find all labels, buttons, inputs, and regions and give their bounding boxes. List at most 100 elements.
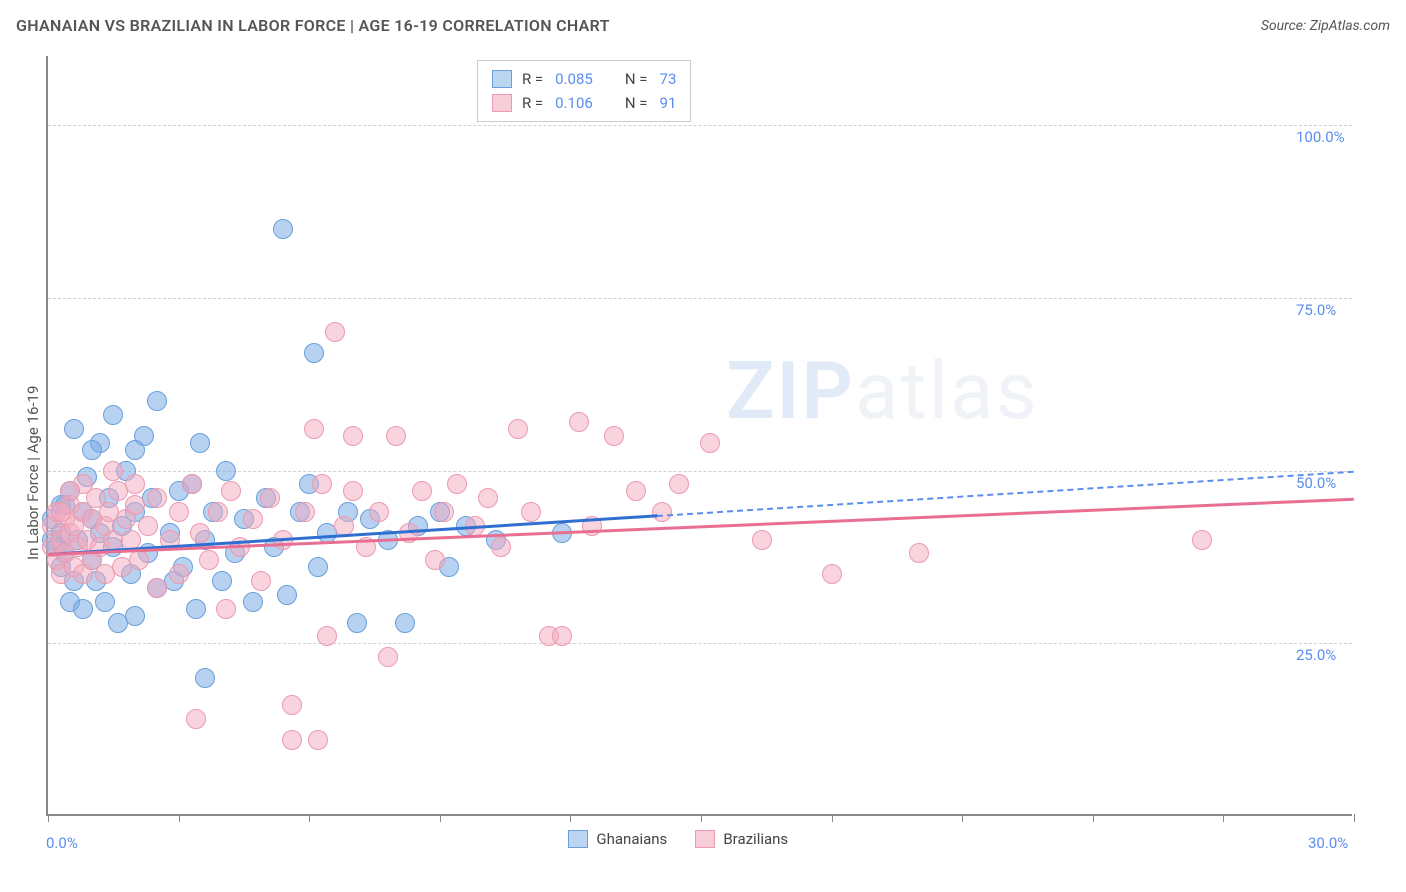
x-tick: [179, 814, 180, 822]
brazilians-point: [1192, 530, 1212, 550]
x-tick: [1223, 814, 1224, 822]
ghanaians-point: [277, 585, 297, 605]
legend-label: Brazilians: [723, 830, 788, 848]
legend-item-brazilians: Brazilians: [695, 830, 788, 848]
brazilians-point: [138, 516, 158, 536]
ghanaians-point: [212, 571, 232, 591]
brazilians-point: [243, 509, 263, 529]
brazilians-point: [317, 626, 337, 646]
legend-swatch: [568, 830, 588, 848]
source-label: Source: ZipAtlas.com: [1261, 18, 1390, 34]
brazilians-point: [521, 502, 541, 522]
brazilians-point: [412, 481, 432, 501]
brazilians-point: [909, 543, 929, 563]
legend-n-label: N =: [625, 67, 648, 91]
y-axis-title: In Labor Force | Age 16-19: [24, 386, 42, 560]
legend-correlation: R =0.085N =73R =0.106N =91: [477, 60, 691, 122]
y-tick-label: 50.0%: [1296, 474, 1336, 492]
ghanaians-point: [347, 613, 367, 633]
brazilians-point: [60, 481, 80, 501]
x-tick: [48, 814, 49, 822]
legend-swatch: [492, 94, 512, 112]
ghanaians-point: [395, 613, 415, 633]
legend-swatch: [695, 830, 715, 848]
ghanaians-point: [195, 668, 215, 688]
x-tick: [701, 814, 702, 822]
x-tick: [570, 814, 571, 822]
trend-line: [657, 471, 1354, 517]
brazilians-point: [103, 461, 123, 481]
watermark-zip: ZIP: [726, 344, 855, 438]
ghanaians-point: [64, 419, 84, 439]
legend-n-value: 73: [660, 67, 677, 91]
brazilians-point: [282, 695, 302, 715]
brazilians-point: [169, 502, 189, 522]
brazilians-point: [147, 578, 167, 598]
brazilians-point: [129, 550, 149, 570]
brazilians-point: [369, 502, 389, 522]
plot-area: ZIPatlas: [46, 56, 1352, 816]
legend-r-label: R =: [522, 67, 543, 91]
legend-row-brazilians: R =0.106N =91: [492, 91, 676, 115]
brazilians-point: [822, 564, 842, 584]
brazilians-point: [343, 426, 363, 446]
legend-r-label: R =: [522, 91, 543, 115]
brazilians-point: [752, 530, 772, 550]
y-tick-label: 25.0%: [1296, 646, 1336, 664]
brazilians-point: [700, 433, 720, 453]
brazilians-point: [216, 599, 236, 619]
brazilians-point: [251, 571, 271, 591]
brazilians-point: [604, 426, 624, 446]
ghanaians-point: [125, 606, 145, 626]
brazilians-point: [125, 474, 145, 494]
brazilians-point: [199, 550, 219, 570]
ghanaians-point: [216, 461, 236, 481]
brazilians-point: [552, 626, 572, 646]
legend-series: Ghanaians Brazilians: [568, 830, 788, 848]
x-tick: [1093, 814, 1094, 822]
brazilians-point: [304, 419, 324, 439]
ghanaians-point: [273, 219, 293, 239]
ghanaians-point: [82, 440, 102, 460]
brazilians-point: [221, 481, 241, 501]
legend-r-value: 0.106: [555, 91, 593, 115]
ghanaians-point: [103, 405, 123, 425]
x-tick: [962, 814, 963, 822]
ghanaians-point: [147, 391, 167, 411]
ghanaians-point: [190, 433, 210, 453]
y-tick-label: 100.0%: [1296, 128, 1345, 146]
ghanaians-point: [95, 592, 115, 612]
y-tick-label: 75.0%: [1296, 301, 1336, 319]
brazilians-point: [325, 322, 345, 342]
brazilians-point: [186, 709, 206, 729]
ghanaians-point: [186, 599, 206, 619]
brazilians-point: [51, 502, 71, 522]
ghanaians-point: [125, 440, 145, 460]
brazilians-point: [434, 502, 454, 522]
brazilians-point: [308, 730, 328, 750]
legend-item-ghanaians: Ghanaians: [568, 830, 667, 848]
gridline: [48, 125, 1352, 126]
ghanaians-point: [73, 599, 93, 619]
legend-label: Ghanaians: [596, 830, 667, 848]
brazilians-point: [478, 488, 498, 508]
brazilians-point: [669, 474, 689, 494]
brazilians-point: [425, 550, 445, 570]
brazilians-point: [312, 474, 332, 494]
gridline: [48, 643, 1352, 644]
brazilians-point: [125, 495, 145, 515]
x-tick: [1354, 814, 1355, 822]
legend-n-label: N =: [625, 91, 648, 115]
gridline: [48, 471, 1352, 472]
chart-title: GHANAIAN VS BRAZILIAN IN LABOR FORCE | A…: [16, 16, 610, 35]
legend-row-ghanaians: R =0.085N =73: [492, 67, 676, 91]
brazilians-point: [147, 488, 167, 508]
brazilians-point: [295, 502, 315, 522]
x-tick: [832, 814, 833, 822]
x-tick: [440, 814, 441, 822]
ghanaians-point: [308, 557, 328, 577]
brazilians-point: [282, 730, 302, 750]
brazilians-point: [569, 412, 589, 432]
watermark-atlas: atlas: [855, 344, 1039, 438]
watermark: ZIPatlas: [726, 344, 1039, 438]
